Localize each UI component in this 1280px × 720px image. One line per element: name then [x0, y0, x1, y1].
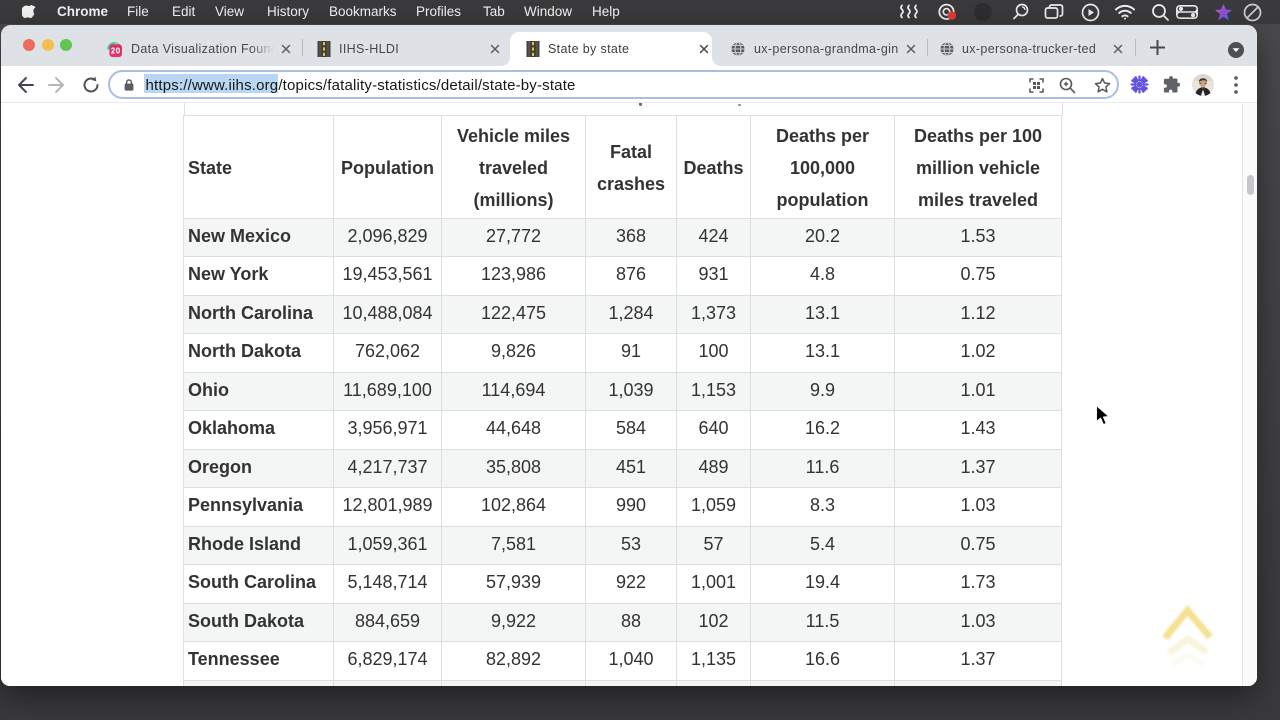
svg-text:20: 20	[111, 46, 121, 55]
